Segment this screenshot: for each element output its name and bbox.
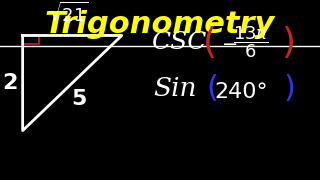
Text: 240°: 240°	[215, 82, 268, 102]
Text: 5: 5	[71, 89, 86, 109]
Text: Sin: Sin	[154, 76, 197, 101]
Text: $\sqrt{21}$: $\sqrt{21}$	[49, 2, 89, 26]
Text: (: (	[206, 74, 218, 103]
Text: 2: 2	[2, 73, 18, 93]
Bar	[23, 35, 39, 44]
Text: CSC: CSC	[150, 31, 206, 54]
Text: Trigonometry: Trigonometry	[45, 10, 275, 39]
Text: (: (	[203, 26, 217, 60]
Text: $-$: $-$	[221, 33, 237, 52]
Text: ): )	[283, 74, 295, 103]
Text: $\dfrac{13\pi}{6}$: $\dfrac{13\pi}{6}$	[233, 25, 269, 60]
Text: ): )	[282, 26, 296, 60]
